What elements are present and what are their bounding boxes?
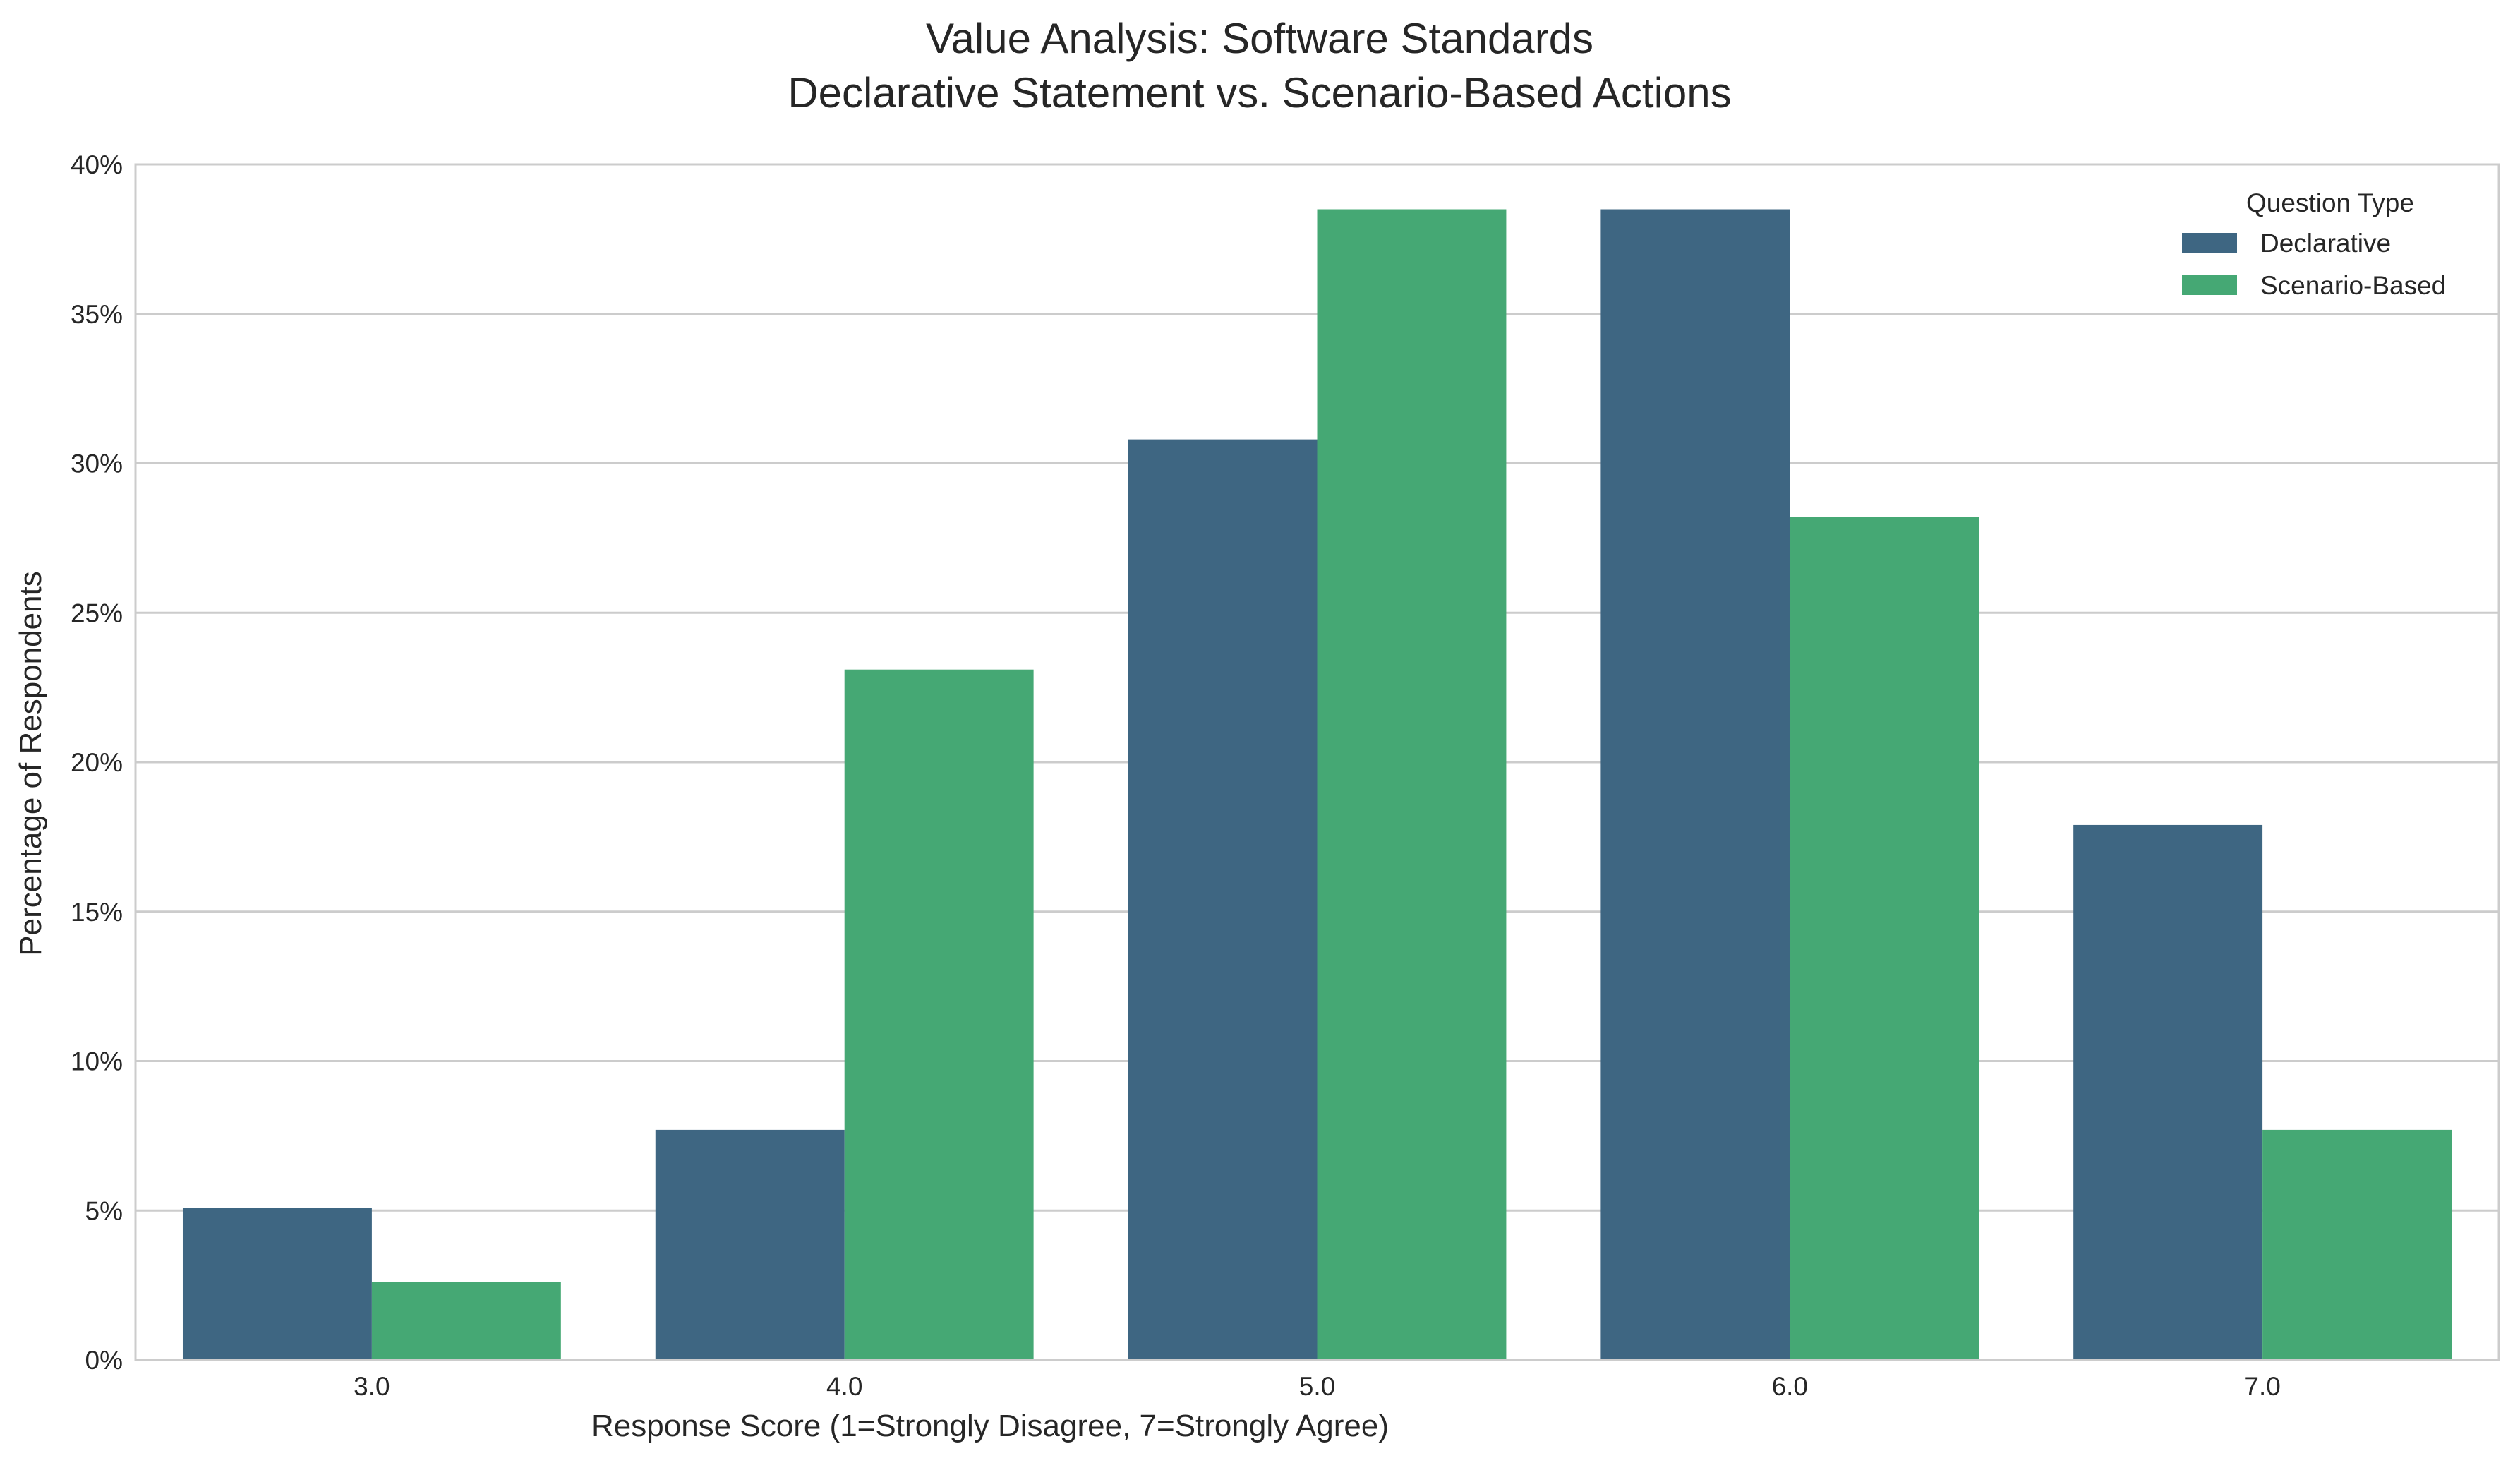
x-tick-label: 5.0: [1299, 1372, 1335, 1401]
bar-scenario-based-7-0: [2262, 1129, 2452, 1360]
legend-label-scenario-based: Scenario-Based: [2260, 271, 2446, 300]
x-tick-label: 3.0: [354, 1372, 390, 1401]
bar-declarative-3-0: [182, 1208, 372, 1360]
chart-subtitle: Declarative Statement vs. Scenario-Based…: [788, 69, 1731, 116]
y-tick-label: 5%: [85, 1196, 123, 1225]
y-tick-label: 40%: [71, 150, 123, 179]
x-axis-ticks: 3.0 4.0 5.0 6.0 7.0: [354, 1372, 2281, 1401]
bar-scenario-based-3-0: [371, 1282, 561, 1360]
legend-swatch-declarative: [2182, 233, 2237, 253]
y-tick-label: 0%: [85, 1346, 123, 1375]
legend: Question Type Declarative Scenario-Based: [2182, 188, 2446, 300]
y-axis-ticks: 0% 5% 10% 15% 20% 25% 30% 35% 40%: [71, 150, 123, 1375]
bar-scenario-based-5-0: [1317, 209, 1507, 1360]
y-axis-label: Percentage of Respondents: [13, 571, 48, 956]
x-tick-label: 7.0: [2244, 1372, 2280, 1401]
x-tick-label: 6.0: [1772, 1372, 1808, 1401]
plot-frame: [134, 163, 2500, 1361]
y-tick-label: 25%: [71, 598, 123, 627]
y-tick-label: 30%: [71, 450, 123, 478]
y-tick-label: 15%: [71, 898, 123, 927]
bar-scenario-based-6-0: [1790, 517, 1979, 1360]
chart-title: Value Analysis: Software Standards: [926, 15, 1593, 62]
bars: [182, 209, 2452, 1360]
legend-label-declarative: Declarative: [2260, 229, 2391, 258]
y-tick-label: 10%: [71, 1047, 123, 1076]
bar-declarative-4-0: [655, 1129, 845, 1360]
bar-declarative-5-0: [1128, 439, 1318, 1360]
bar-declarative-7-0: [2073, 824, 2263, 1360]
y-tick-label: 20%: [71, 748, 123, 777]
x-axis-label: Response Score (1=Strongly Disagree, 7=S…: [591, 1409, 1389, 1443]
bar-scenario-based-4-0: [844, 669, 1034, 1360]
legend-title: Question Type: [2246, 188, 2414, 217]
y-tick-label: 35%: [71, 300, 123, 329]
legend-swatch-scenario-based: [2182, 275, 2237, 295]
x-tick-label: 4.0: [826, 1372, 862, 1401]
bar-declarative-6-0: [1600, 209, 1790, 1360]
